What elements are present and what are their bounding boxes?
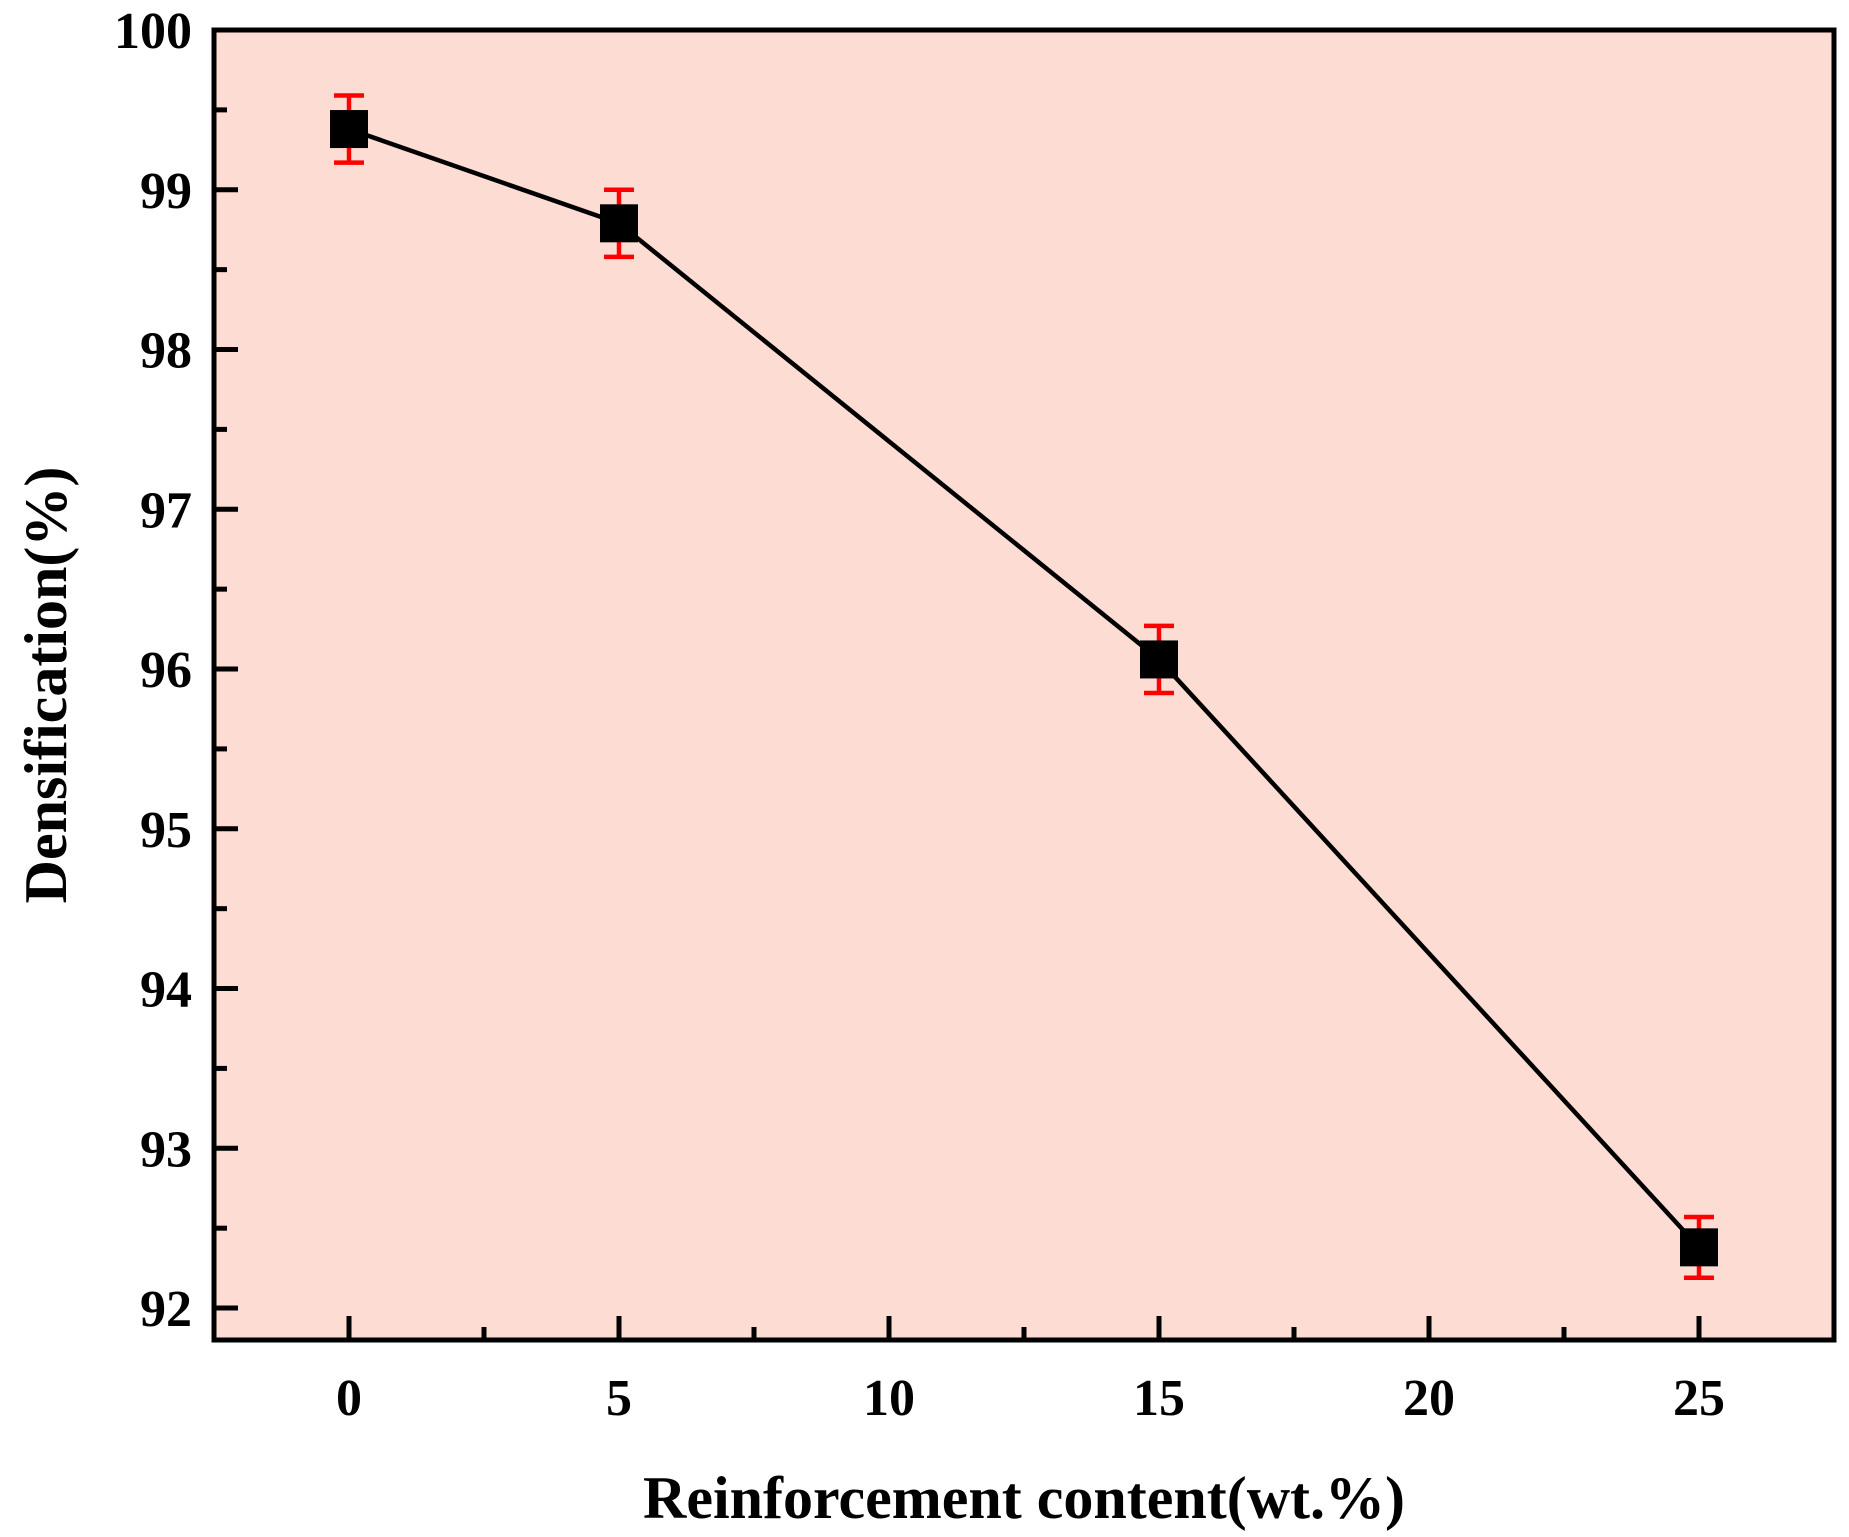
y-tick-label-99: 99	[140, 163, 192, 220]
x-axis-title: Reinforcement content(wt.%)	[643, 1465, 1405, 1531]
x-tick-label-20: 20	[1403, 1370, 1455, 1427]
y-tick-label-92: 92	[140, 1281, 192, 1338]
data-point	[1140, 640, 1178, 679]
series-line	[348, 126, 1701, 1249]
plot-area	[214, 30, 1834, 1340]
y-tick-label-98: 98	[140, 323, 192, 380]
x-tick-label-5: 5	[606, 1370, 632, 1427]
y-tick-label-100: 100	[114, 3, 192, 60]
y-tick-label-96: 96	[140, 642, 192, 699]
data-point	[1680, 1228, 1718, 1267]
y-tick-label-93: 93	[140, 1121, 192, 1178]
data-point	[330, 110, 368, 149]
x-tick-label-15: 15	[1133, 1370, 1185, 1427]
x-tick-label-10: 10	[863, 1370, 915, 1427]
data-point	[600, 204, 638, 243]
plot-frame	[211, 27, 1837, 1343]
series-layer	[330, 93, 1718, 1280]
y-tick-label-97: 97	[140, 482, 192, 539]
y-axis-title: Densification(%)	[13, 467, 79, 904]
y-tick-label-95: 95	[140, 802, 192, 859]
ticks-layer: 0 5 10 15 20 25 92 93 94 95 96 97 98 99 100	[114, 3, 1725, 1427]
y-tick-label-94: 94	[140, 962, 192, 1019]
x-tick-label-0: 0	[336, 1370, 362, 1427]
x-tick-label-25: 25	[1673, 1370, 1725, 1427]
